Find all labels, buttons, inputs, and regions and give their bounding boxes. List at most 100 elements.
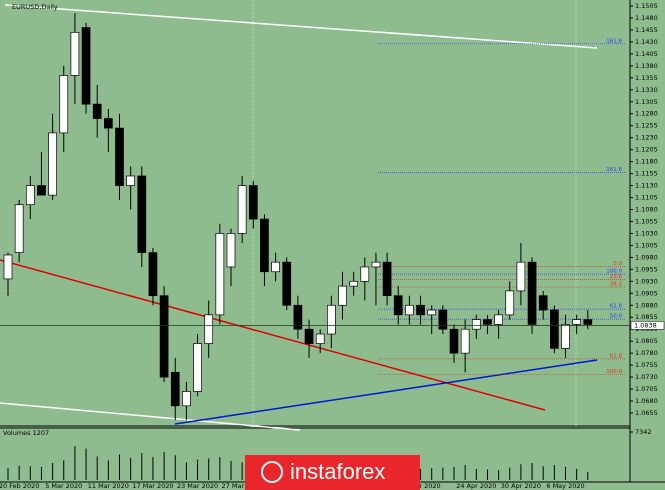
- level-label: 161.8: [606, 167, 622, 173]
- level-label: 38.2: [610, 282, 622, 288]
- candle-body: [193, 343, 202, 392]
- candle-body: [349, 280, 358, 287]
- candle-body: [170, 371, 180, 407]
- candle-body: [449, 328, 459, 354]
- candle-body: [360, 266, 370, 282]
- x-tick-label: 5 Mar 2020: [45, 482, 82, 490]
- candle-body: [572, 319, 582, 325]
- y-tick-label: 1.1355: [635, 74, 658, 82]
- x-tick-label: 14 Apr 2020: [400, 482, 440, 490]
- candle-body: [483, 319, 492, 325]
- y-tick-label: 1.0780: [635, 349, 658, 357]
- y-tick-label: 1.0930: [635, 277, 658, 285]
- candle-body: [438, 309, 448, 330]
- y-tick-label: 1.0705: [635, 385, 658, 393]
- y-tick-label: 1.1005: [635, 241, 658, 249]
- banner-logo: [261, 461, 283, 483]
- y-tick-label: 1.1180: [635, 158, 658, 166]
- candle-body: [226, 233, 236, 268]
- candle-body: [371, 261, 381, 268]
- y-tick-label: 1.0755: [635, 361, 658, 369]
- candle-body: [583, 319, 593, 325]
- current-price-box: [630, 321, 665, 330]
- y-tick-label: 1.1430: [635, 38, 658, 46]
- candle-body: [215, 233, 225, 316]
- y-tick-label: 1.0980: [635, 253, 658, 261]
- candle-body: [393, 295, 403, 316]
- candle-body: [427, 309, 437, 316]
- candle-body: [460, 328, 470, 354]
- trend-line: [4, 4, 598, 49]
- candle-body: [126, 175, 136, 186]
- y-tick-label: 1.1330: [635, 86, 658, 94]
- candle-body: [248, 185, 258, 220]
- candle-body: [3, 254, 13, 280]
- candle-body: [237, 185, 247, 234]
- y-tick-label: 1.1030: [635, 229, 658, 237]
- candle-body: [304, 328, 314, 344]
- candle-body: [405, 304, 414, 316]
- chart-title: EURUSD,Daily: [12, 3, 58, 11]
- banner-bg: [245, 455, 420, 490]
- candle-body: [494, 314, 503, 325]
- volume-label: Volumes 1207: [3, 429, 49, 437]
- y-tick-label: 1.1105: [635, 194, 658, 202]
- x-tick-label: 6 May 2020: [546, 482, 584, 490]
- candle-body: [382, 261, 392, 297]
- y-tick-label: 1.0680: [635, 397, 658, 405]
- candle-body: [59, 75, 69, 134]
- y-tick-label: 1.1380: [635, 62, 658, 70]
- candle-body: [338, 285, 347, 306]
- x-tick-label: 17 Mar 2020: [132, 482, 173, 490]
- banner: instaforex: [245, 455, 420, 490]
- candle-body: [561, 324, 570, 349]
- y-tick-label: 1.1280: [635, 110, 658, 118]
- y-tick-label: 1.1055: [635, 217, 658, 225]
- y-tick-label: 1.1205: [635, 146, 658, 154]
- candle-body: [327, 304, 336, 335]
- trend-line: [174, 359, 598, 425]
- y-tick-label: 1.1080: [635, 206, 658, 214]
- candle-body: [137, 175, 147, 253]
- trend-line: [0, 402, 301, 431]
- candle-body: [505, 290, 515, 316]
- candle-body: [14, 204, 24, 253]
- y-tick-label: 1.1130: [635, 182, 658, 190]
- candle-body: [527, 261, 537, 325]
- candle-body: [92, 103, 102, 119]
- candle-body: [81, 27, 91, 105]
- volume-tick-label: 7342: [635, 428, 652, 436]
- candle-body: [115, 127, 124, 186]
- candle-body: [204, 314, 214, 344]
- candle-body: [471, 319, 481, 330]
- current-price-label: 1.0838: [634, 321, 657, 329]
- candle-body: [416, 304, 425, 316]
- level-label: 61.8: [610, 304, 623, 310]
- x-tick-label: 20 Feb 2020: [0, 482, 39, 490]
- level-label: 100.0: [606, 269, 622, 275]
- y-tick-label: 1.0805: [635, 337, 658, 345]
- level-label: 61.8: [610, 353, 623, 359]
- candle-body: [315, 333, 325, 344]
- y-tick-label: 1.1405: [635, 50, 658, 58]
- x-tick-label: 23 Mar 2020: [177, 482, 218, 490]
- y-tick-label: 1.1155: [635, 170, 658, 178]
- y-tick-label: 1.1305: [635, 98, 658, 106]
- x-tick-label: 27 Mar 2020: [222, 482, 263, 490]
- y-tick-label: 1.0955: [635, 265, 658, 273]
- candle-body: [48, 132, 57, 196]
- level-label: 0.0: [613, 261, 622, 267]
- candle-body: [103, 118, 113, 129]
- y-tick-label: 1.1230: [635, 134, 658, 142]
- candle-body: [159, 295, 169, 378]
- y-tick-label: 1.1455: [635, 26, 658, 34]
- candle-body: [293, 304, 303, 330]
- x-tick-label: 24 Apr 2020: [456, 482, 496, 490]
- y-tick-label: 1.0655: [635, 409, 658, 417]
- candle-body: [37, 185, 46, 196]
- candle-body: [516, 261, 526, 292]
- y-tick-label: 1.0855: [635, 313, 658, 321]
- y-tick-label: 1.0730: [635, 373, 658, 381]
